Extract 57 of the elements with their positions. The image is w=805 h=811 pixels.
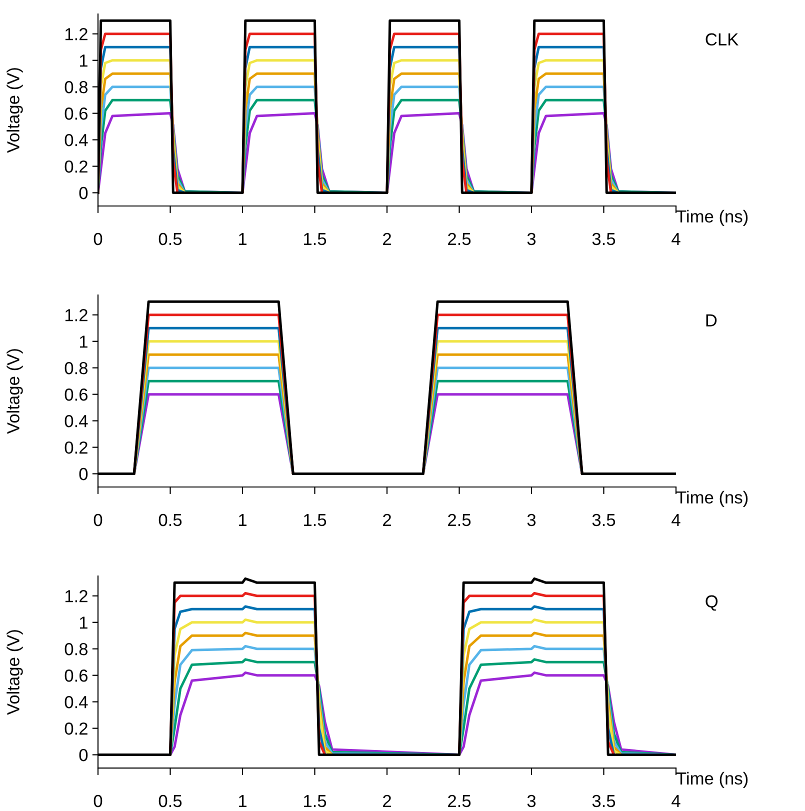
text: Q [706, 595, 718, 611]
y-tick-label: 0.2 [64, 441, 88, 454]
x-tick-label: 3 [527, 232, 536, 246]
y-tick-label: 0.4 [64, 696, 88, 708]
y-tick-label: 0.6 [64, 388, 88, 401]
x-tick-label: 2 [383, 794, 391, 807]
y-tick-label: 0.8 [64, 362, 88, 374]
y-tick-label: 0 [79, 186, 88, 200]
text: D [706, 314, 717, 326]
y-tick-label: 0.6 [64, 669, 88, 682]
x-tick-label: 3 [527, 794, 536, 808]
x-tick-label: 1 [238, 795, 246, 807]
x-tick-label: 1.5 [304, 514, 326, 526]
y-tick-label: 0.6 [64, 107, 88, 120]
y-tick-label: 1 [80, 336, 88, 348]
x-tick-label: 1.5 [304, 795, 326, 808]
y-tick-label: 0.8 [64, 643, 88, 656]
x-tick-label: 1 [238, 233, 246, 245]
x-tick-label: 4 [672, 795, 680, 807]
y-tick-label: 0.4 [64, 414, 88, 428]
y-tick-label: 1 [80, 616, 88, 629]
y-tick-label: 1.2 [65, 590, 88, 602]
y-tick-label: 0 [79, 468, 88, 480]
x-tick-label: 3.5 [592, 794, 616, 808]
x-tick-label: 4 [672, 233, 680, 245]
y-tick-label: 0.2 [64, 160, 88, 173]
x-tick-label: 2.5 [448, 232, 471, 246]
x-tick-label: 0.5 [158, 794, 182, 808]
x-axis-title: Time (ns) [676, 210, 748, 226]
y-tick-label: 0 [79, 748, 88, 762]
x-axis-title: Time (ns) [676, 772, 748, 788]
x-tick-label: 0 [94, 794, 102, 808]
y-tick-label: 1 [80, 54, 88, 67]
x-tick-label: 2 [383, 232, 391, 245]
x-axis-title: Time (ns) [676, 490, 748, 508]
y-axis-title: Voltage (V) [6, 349, 23, 434]
y-axis-title: Voltage (V) [6, 68, 23, 153]
y-tick-label: 1.2 [65, 28, 88, 40]
y-tick-label: 1.2 [65, 309, 88, 322]
y-tick-label: 0.2 [64, 722, 88, 735]
x-tick-label: 0 [94, 232, 102, 246]
x-tick-label: 0.5 [158, 232, 182, 246]
x-tick-label: 2.5 [448, 794, 471, 808]
y-axis-title: Voltage (V) [6, 630, 23, 715]
y-tick-label: 0.4 [64, 134, 88, 146]
x-tick-label: 1.5 [304, 233, 326, 246]
x-tick-label: 2 [383, 514, 391, 526]
x-tick-label: 0.5 [158, 514, 182, 526]
x-tick-label: 4 [672, 514, 680, 526]
x-tick-label: 2.5 [448, 514, 471, 526]
x-tick-label: 0 [94, 514, 102, 526]
x-tick-label: 3.5 [592, 232, 616, 246]
x-tick-label: 3 [527, 514, 536, 526]
x-tick-label: 1 [238, 514, 246, 526]
y-tick-label: 0.8 [64, 80, 88, 94]
x-tick-label: 3.5 [592, 514, 616, 526]
text: CLK [706, 33, 738, 46]
